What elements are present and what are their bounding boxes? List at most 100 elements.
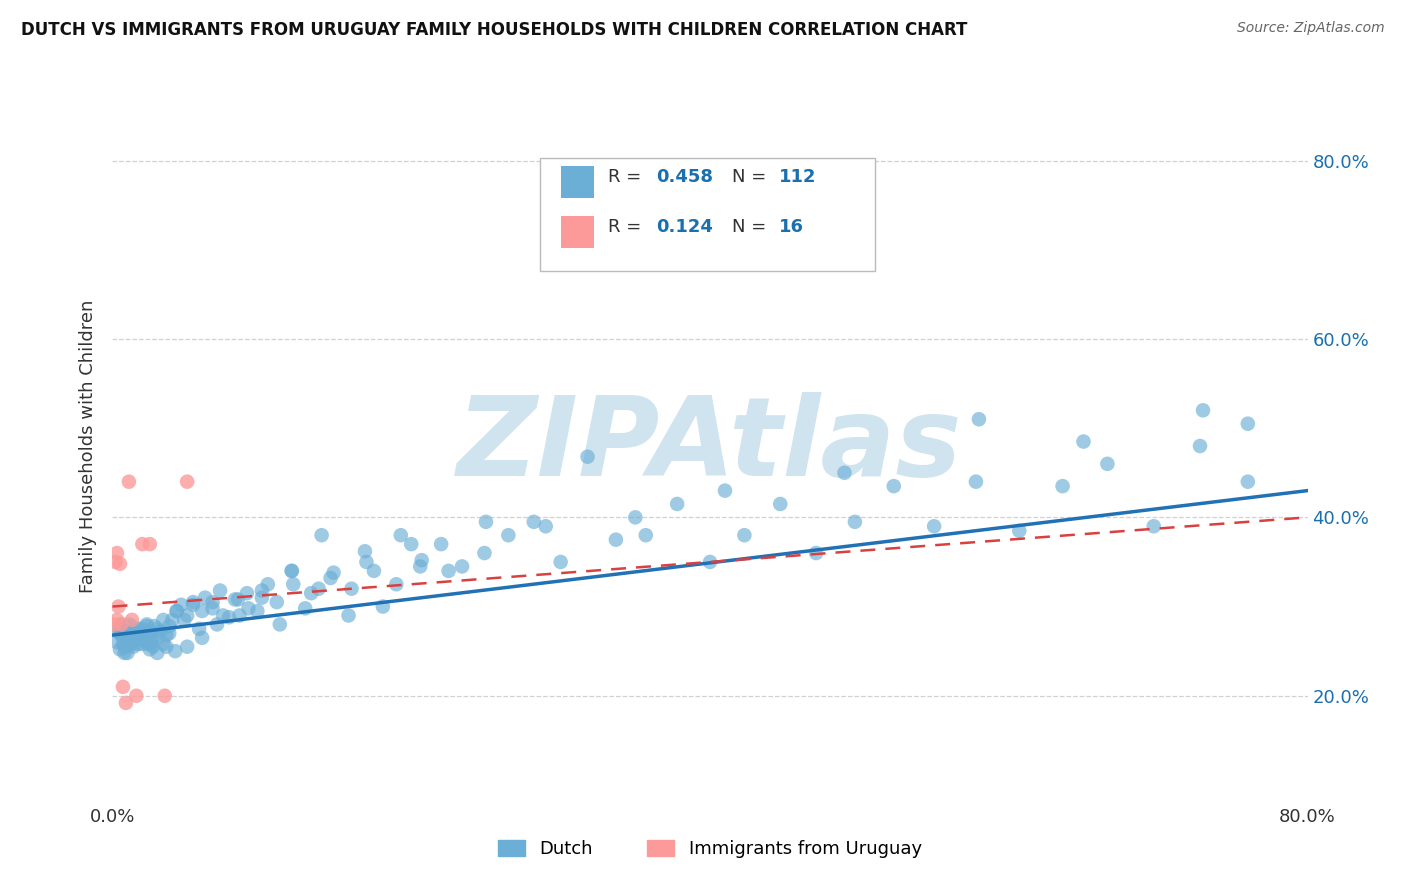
Point	[110, 628, 132, 642]
Point	[356, 555, 378, 569]
Point	[152, 613, 174, 627]
Point	[181, 595, 204, 609]
Point	[111, 680, 134, 694]
Point	[319, 571, 342, 585]
Point	[1192, 403, 1215, 417]
Point	[108, 626, 131, 640]
Point	[125, 624, 148, 639]
Point	[111, 628, 134, 642]
Point	[437, 564, 460, 578]
Point	[354, 544, 377, 558]
Text: 16: 16	[779, 219, 804, 236]
Text: 0.124: 0.124	[657, 219, 713, 236]
Point	[769, 497, 792, 511]
Point	[605, 533, 627, 547]
Point	[451, 559, 474, 574]
Point	[191, 631, 214, 645]
Point	[118, 628, 141, 642]
Point	[104, 555, 127, 569]
Point	[139, 537, 162, 551]
Point	[474, 546, 496, 560]
Point	[108, 624, 131, 639]
Point	[110, 617, 132, 632]
Point	[105, 635, 128, 649]
Point	[121, 613, 143, 627]
Point	[191, 604, 214, 618]
Point	[115, 640, 138, 654]
Point	[238, 601, 260, 615]
Point	[534, 519, 557, 533]
Point	[110, 617, 132, 632]
Point	[118, 617, 141, 632]
Point	[157, 619, 180, 633]
Point	[121, 637, 143, 651]
Point	[299, 586, 322, 600]
Point	[430, 537, 453, 551]
Text: N =: N =	[731, 169, 772, 186]
Point	[176, 608, 198, 623]
Point	[176, 475, 198, 489]
Point	[176, 640, 198, 654]
Point	[1386, 296, 1406, 310]
Text: 0.458: 0.458	[657, 169, 713, 186]
Point	[122, 640, 145, 654]
Point	[125, 633, 148, 648]
Point	[844, 515, 866, 529]
Point	[250, 583, 273, 598]
Point	[226, 592, 249, 607]
Bar	[561, 166, 595, 198]
Point	[714, 483, 737, 498]
Point	[114, 619, 135, 633]
Point	[1008, 524, 1031, 538]
Point	[132, 633, 155, 648]
Point	[246, 604, 269, 618]
Point	[733, 528, 755, 542]
Point	[294, 601, 316, 615]
Point	[363, 564, 385, 578]
Point	[141, 631, 163, 645]
Point	[205, 617, 228, 632]
Point	[218, 610, 240, 624]
Point	[498, 528, 520, 542]
Point	[1073, 434, 1095, 449]
Point	[117, 626, 139, 640]
Text: R =: R =	[609, 219, 647, 236]
Point	[337, 608, 360, 623]
Bar	[561, 216, 595, 248]
Point	[181, 598, 204, 612]
Point	[115, 696, 138, 710]
Point	[117, 624, 139, 639]
Point	[139, 642, 162, 657]
Point	[201, 595, 224, 609]
Point	[257, 577, 280, 591]
Point	[834, 466, 856, 480]
Point	[166, 604, 188, 618]
Point	[576, 450, 599, 464]
Point	[170, 598, 193, 612]
Point	[117, 646, 139, 660]
Point	[135, 619, 157, 633]
Point	[131, 537, 153, 551]
Point	[1237, 417, 1260, 431]
Point	[108, 557, 131, 571]
Point	[121, 628, 143, 642]
Point	[141, 635, 163, 649]
Point	[105, 613, 128, 627]
Point	[115, 631, 138, 645]
Point	[107, 599, 129, 614]
Point	[118, 475, 141, 489]
Point	[311, 528, 333, 542]
Point	[401, 537, 423, 551]
Point	[283, 577, 305, 591]
Point	[322, 566, 344, 580]
Point	[134, 628, 156, 642]
Point	[124, 631, 146, 645]
Point	[281, 564, 304, 578]
Point	[143, 619, 166, 633]
Point	[131, 631, 153, 645]
Point	[1143, 519, 1166, 533]
Point	[883, 479, 905, 493]
Point	[124, 628, 146, 642]
Point	[149, 624, 172, 639]
Point	[103, 617, 125, 632]
